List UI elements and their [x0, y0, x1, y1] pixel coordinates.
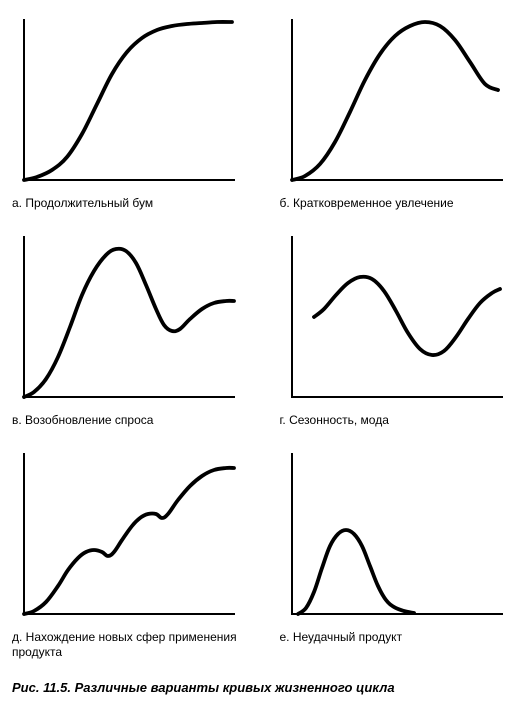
- curve-f: [298, 530, 414, 614]
- panel-c-label: в. Возобновление спроса: [12, 413, 250, 428]
- panel-b: б. Кратковременное увлечение: [280, 12, 518, 211]
- panel-e: д. Нахождение новых сфер применения прод…: [12, 446, 250, 660]
- panel-d-svg: [280, 229, 510, 409]
- axes: [292, 454, 502, 614]
- curve-d: [314, 277, 500, 355]
- axes: [292, 20, 502, 180]
- panel-f-label: е. Неудачный продукт: [280, 630, 518, 645]
- panel-c-svg: [12, 229, 242, 409]
- panel-a-svg: [12, 12, 242, 192]
- axes: [24, 237, 234, 397]
- chart-grid: а. Продолжительный бум б. Кратковременное…: [12, 12, 517, 660]
- curve-e: [24, 468, 234, 614]
- panel-c: в. Возобновление спроса: [12, 229, 250, 428]
- panel-b-label: б. Кратковременное увлечение: [280, 196, 518, 211]
- curve-a: [24, 22, 232, 180]
- figure-caption: Рис. 11.5. Различные варианты кривых жиз…: [12, 680, 517, 695]
- curve-b: [292, 22, 498, 180]
- panel-b-svg: [280, 12, 510, 192]
- axes: [24, 20, 234, 180]
- panel-f-svg: [280, 446, 510, 626]
- curve-c: [24, 249, 234, 397]
- panel-d-label: г. Сезонность, мода: [280, 413, 518, 428]
- panel-a: а. Продолжительный бум: [12, 12, 250, 211]
- panel-e-label: д. Нахождение новых сфер применения прод…: [12, 630, 250, 660]
- panel-e-svg: [12, 446, 242, 626]
- panel-d: г. Сезонность, мода: [280, 229, 518, 428]
- panel-f: е. Неудачный продукт: [280, 446, 518, 660]
- panel-a-label: а. Продолжительный бум: [12, 196, 250, 211]
